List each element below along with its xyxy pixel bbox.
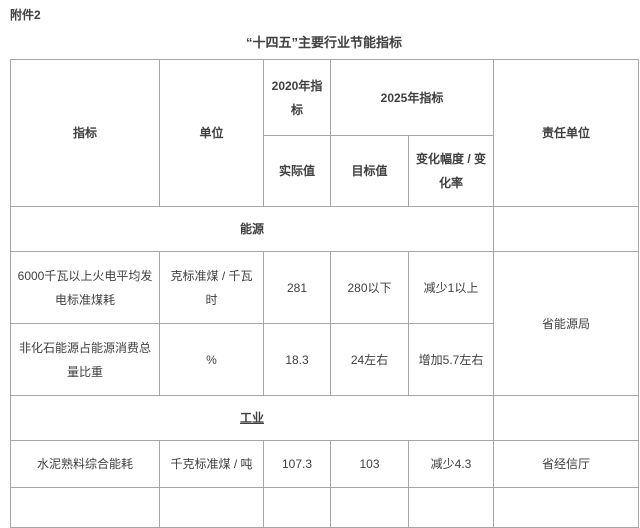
- header-row-2: 实际值 目标值 变化幅度 / 变化率: [11, 135, 639, 207]
- col-header-actual-value: 实际值: [263, 135, 331, 207]
- section-row-industry: 工业: [9, 395, 640, 441]
- responsible-unit-cell: 省能源局: [493, 251, 640, 396]
- data-row-cement: 水泥熟料综合能耗 千克标准煤 / 吨 107.3 103 减少4.3 省经信厅: [10, 440, 640, 488]
- empty-cell: [159, 487, 264, 528]
- indicators-table: 指标 单位 2020年指标 2025年指标 责任单位 实际值 目标值 变化幅度 …: [9, 59, 640, 528]
- col-header-responsible: 责任单位: [493, 59, 640, 207]
- section-label-industry: 工业: [9, 395, 495, 441]
- unit-cell: 千克标准煤 / 吨: [159, 440, 264, 488]
- section-row-energy: 能源: [9, 206, 640, 252]
- change-cell: 增加5.7左右: [407, 323, 495, 396]
- empty-cell: [493, 206, 640, 252]
- section-label-energy: 能源: [9, 206, 495, 252]
- col-header-target-value: 目标值: [330, 135, 409, 207]
- actual-2020-cell: 18.3: [263, 323, 331, 396]
- indicator-name-cell: 水泥熟料综合能耗: [10, 440, 160, 488]
- change-cell: 减少4.3: [407, 440, 495, 488]
- data-row-thermal-power: 6000千瓦以上火电平均发电标准煤耗 克标准煤 / 千瓦时 281 280以下 …: [10, 251, 640, 396]
- indicator-name-cell: 6000千瓦以上火电平均发电标准煤耗: [10, 251, 160, 324]
- target-2025-cell: 103: [330, 440, 409, 488]
- indicator-name-cell: 非化石能源占能源消费总量比重: [10, 323, 160, 396]
- actual-2020-cell: 281: [263, 251, 331, 324]
- empty-cell: [493, 487, 640, 528]
- empty-cell: [407, 487, 495, 528]
- responsible-unit-cell: 省经信厅: [493, 440, 640, 488]
- empty-cell: [330, 487, 409, 528]
- col-header-unit: 单位: [159, 59, 264, 207]
- actual-2020-cell: 107.3: [263, 440, 331, 488]
- attachment-label: 附件2: [10, 8, 41, 22]
- change-cell: 减少1以上: [407, 251, 495, 324]
- header-row-1: 指标 单位 2020年指标 2025年指标 责任单位: [10, 59, 640, 207]
- page-title: “十四五”主要行业节能指标: [245, 35, 402, 50]
- empty-cell: [493, 395, 640, 441]
- data-row-cutoff: [10, 487, 640, 528]
- col-header-indicator: 指标: [10, 59, 160, 207]
- empty-cell: [263, 487, 331, 528]
- target-2025-cell: 24左右: [330, 323, 409, 396]
- unit-cell: %: [159, 323, 264, 396]
- col-header-change-rate: 变化幅度 / 变化率: [407, 135, 495, 207]
- empty-cell: [10, 487, 160, 528]
- unit-cell: 克标准煤 / 千瓦时: [159, 251, 264, 324]
- col-header-2020: 2020年指标: [263, 59, 331, 136]
- target-2025-cell: 280以下: [330, 251, 409, 324]
- col-header-2025: 2025年指标: [329, 59, 495, 136]
